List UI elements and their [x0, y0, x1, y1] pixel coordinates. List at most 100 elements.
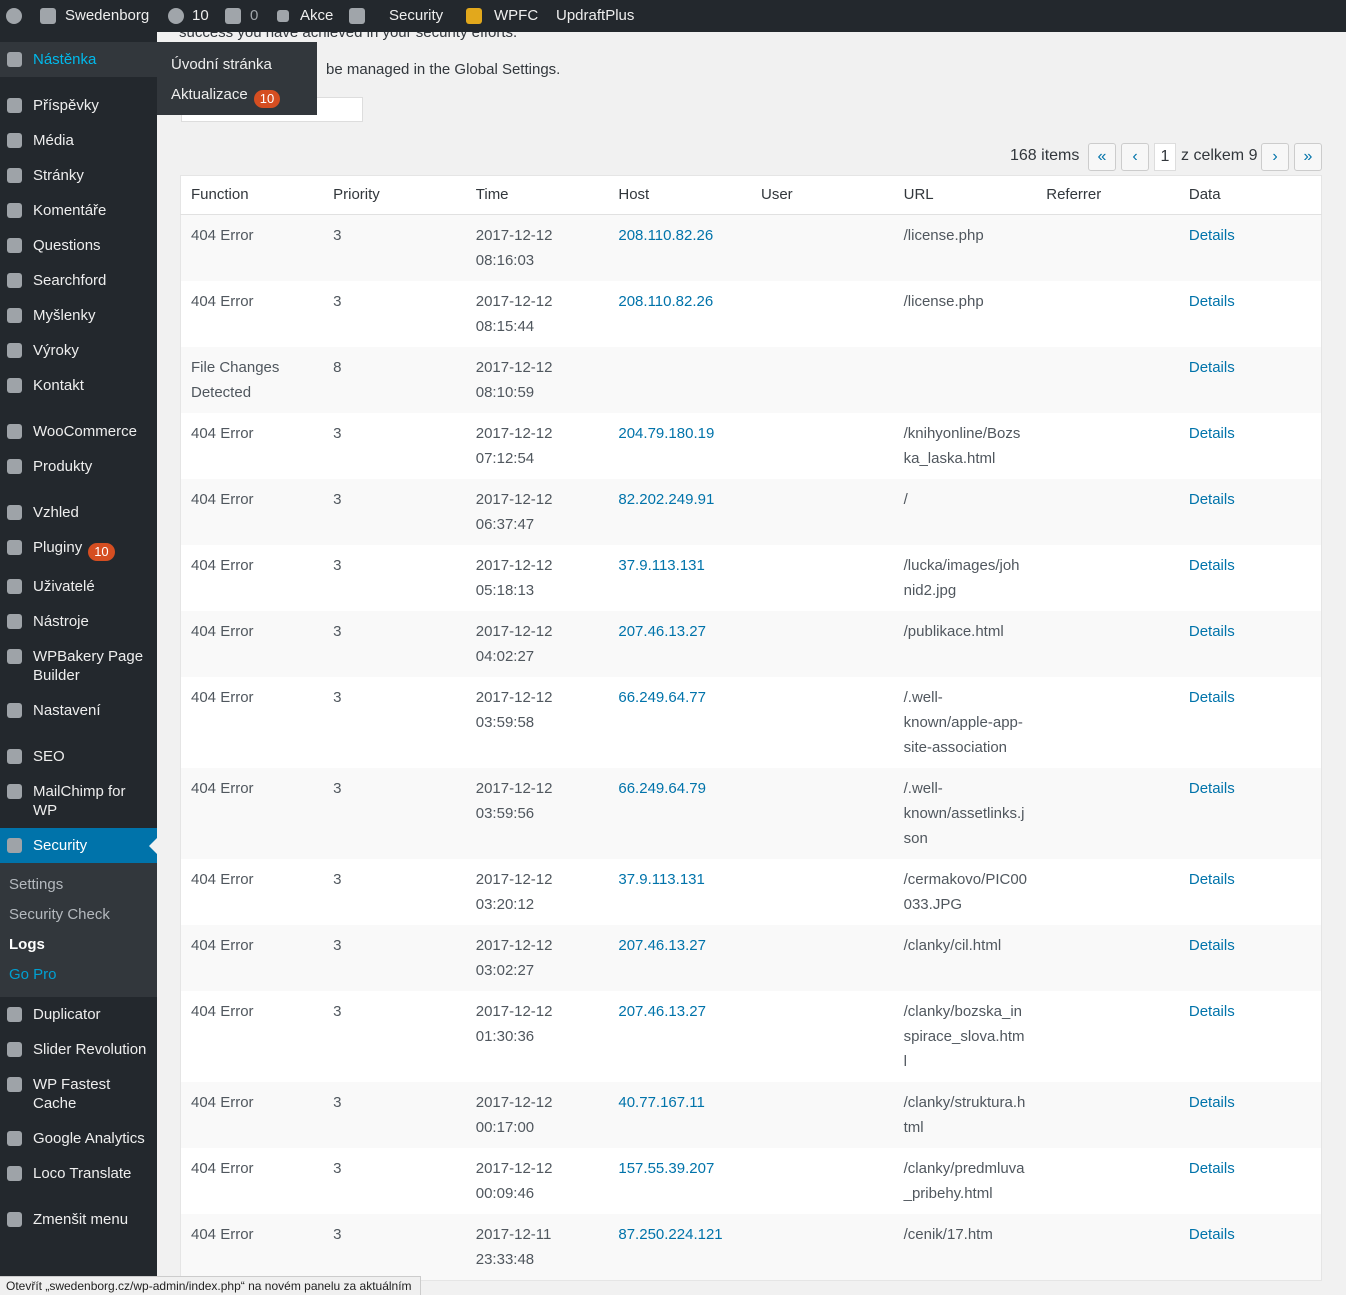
column-header: Priority	[323, 175, 466, 215]
host-cell[interactable]: 208.110.82.26	[618, 227, 714, 244]
host-cell[interactable]: 207.46.13.27	[618, 623, 706, 640]
menu-item[interactable]: Příspěvky	[0, 88, 157, 123]
menu-item[interactable]: Média	[0, 123, 157, 158]
home-icon	[40, 8, 56, 24]
host-cell[interactable]: 66.249.64.79	[618, 780, 706, 797]
menu-item[interactable]: Duplicator	[0, 997, 157, 1032]
updates-count[interactable]: 10	[192, 7, 209, 24]
host-cell[interactable]: 157.55.39.207	[618, 1160, 715, 1177]
flyout-item[interactable]: Úvodní stránka	[157, 50, 317, 80]
menu-item[interactable]: Produkty	[0, 449, 157, 484]
bar-item[interactable]: Security	[389, 7, 444, 24]
log-row: 404 Error 3 2017-12-12 03:20:12 37.9.113.13…	[181, 859, 1322, 925]
wp-logo[interactable]	[6, 8, 22, 24]
host-cell[interactable]: 40.77.167.11	[618, 1094, 705, 1111]
comments-count[interactable]: 0	[250, 7, 259, 24]
menu-item[interactable]: Pluginy 10	[0, 530, 157, 569]
data-cell[interactable]: Details	[1188, 871, 1235, 888]
menu-item[interactable]: Loco Translate	[0, 1156, 157, 1191]
bar-item[interactable]: WPFC	[494, 7, 539, 24]
data-cell[interactable]: Details	[1188, 1226, 1235, 1243]
menu-item[interactable]: Uživatelé	[0, 569, 157, 604]
cell	[1036, 281, 1179, 347]
menu-item[interactable]: Security	[0, 828, 157, 863]
priority-cell: 3	[333, 425, 342, 442]
menu-label: Produkty	[33, 458, 93, 475]
host-cell[interactable]: 207.46.13.27	[618, 937, 706, 954]
data-cell[interactable]: Details	[1188, 1160, 1235, 1177]
data-cell[interactable]: Details	[1188, 425, 1235, 442]
menu-item[interactable]: WP Fastest Cache	[0, 1067, 157, 1121]
menu-item[interactable]: Výroky	[0, 333, 157, 368]
log-row: 404 Error 3 2017-12-12 00:09:46 157.55.39.2…	[181, 1148, 1322, 1214]
cell: 2017-12-12 03:59:58	[466, 677, 609, 768]
cell	[751, 611, 894, 677]
data-cell[interactable]: Details	[1188, 689, 1235, 706]
menu-item[interactable]: WPBakery Page Builder	[0, 639, 157, 693]
host-cell[interactable]: 87.250.224.121	[618, 1226, 723, 1243]
cell: Details	[1179, 859, 1322, 925]
page-input[interactable]: 1	[1154, 143, 1176, 171]
data-cell[interactable]: Details	[1188, 359, 1235, 376]
data-cell[interactable]: Details	[1188, 1094, 1235, 1111]
last-page[interactable]: »	[1294, 143, 1322, 171]
data-cell[interactable]: Details	[1188, 780, 1235, 797]
submenu-item[interactable]: Logs	[9, 936, 45, 953]
bar-item[interactable]: UpdraftPlus	[556, 7, 635, 24]
submenu-item[interactable]: Settings	[9, 876, 64, 893]
column-header: Host	[608, 175, 751, 215]
submenu-item[interactable]: Go Pro	[9, 966, 57, 983]
menu-item[interactable]: MailChimp for WP	[0, 774, 157, 828]
menu-item[interactable]: Stránky	[0, 158, 157, 193]
host-cell[interactable]: 82.202.249.91	[618, 491, 715, 508]
data-cell[interactable]: Details	[1188, 1003, 1235, 1020]
comments-icon	[225, 8, 241, 24]
menu-item[interactable]: Nástěnka	[0, 42, 157, 77]
host-cell[interactable]: 37.9.113.131	[618, 557, 705, 574]
data-cell[interactable]: Details	[1188, 937, 1235, 954]
data-cell[interactable]: Details	[1188, 491, 1235, 508]
cell: 8	[323, 347, 466, 413]
menu-item[interactable]: Slider Revolution	[0, 1032, 157, 1067]
data-cell[interactable]: Details	[1188, 623, 1235, 640]
new-item[interactable]: Akce	[300, 7, 334, 24]
host-cell[interactable]: 37.9.113.131	[618, 871, 705, 888]
menu-item[interactable]: WooCommerce	[0, 414, 157, 449]
wpfc-icon	[466, 8, 482, 24]
host-cell[interactable]: 66.249.64.77	[618, 689, 706, 706]
cell: 3	[323, 1148, 466, 1214]
cell: 2017-12-12 08:16:03	[466, 215, 609, 282]
flyout-item[interactable]: Aktualizace 10	[157, 80, 317, 110]
menu-group: Příspěvky Média Stránky Komentáře Questions S…	[0, 88, 157, 403]
cell: 2017-12-12 08:10:59	[466, 347, 609, 413]
yoast-icon	[349, 8, 365, 24]
menu-item[interactable]: Myšlenky	[0, 298, 157, 333]
cell: Details	[1179, 347, 1322, 413]
cell: 2017-12-12 00:09:46	[466, 1148, 609, 1214]
menu-item[interactable]: Kontakt	[0, 368, 157, 403]
data-cell[interactable]: Details	[1188, 293, 1235, 310]
host-cell[interactable]: 207.46.13.27	[618, 1003, 706, 1020]
site-name[interactable]: Swedenborg	[65, 7, 150, 24]
menu-item[interactable]: Nastavení	[0, 693, 157, 728]
menu-item[interactable]: Questions	[0, 228, 157, 263]
cell: /clanky/cil.html	[894, 925, 1037, 991]
next-page[interactable]: ›	[1261, 143, 1289, 171]
menu-item[interactable]: Searchford	[0, 263, 157, 298]
menu-item[interactable]: Vzhled	[0, 495, 157, 530]
prev-page[interactable]: ‹	[1121, 143, 1149, 171]
menu-item[interactable]: Komentáře	[0, 193, 157, 228]
data-cell[interactable]: Details	[1188, 227, 1235, 244]
menu-item[interactable]: Zmenšit menu	[0, 1202, 157, 1237]
host-cell[interactable]: 208.110.82.26	[618, 293, 714, 310]
first-page[interactable]: «	[1088, 143, 1116, 171]
cell: 82.202.249.91	[608, 479, 751, 545]
menu-label: Security	[33, 837, 88, 854]
data-cell[interactable]: Details	[1188, 557, 1235, 574]
priority-cell: 3	[333, 227, 342, 244]
menu-item[interactable]: SEO	[0, 739, 157, 774]
menu-item[interactable]: Nástroje	[0, 604, 157, 639]
host-cell[interactable]: 204.79.180.19	[618, 425, 715, 442]
submenu-item[interactable]: Security Check	[9, 906, 110, 923]
menu-item[interactable]: Google Analytics	[0, 1121, 157, 1156]
